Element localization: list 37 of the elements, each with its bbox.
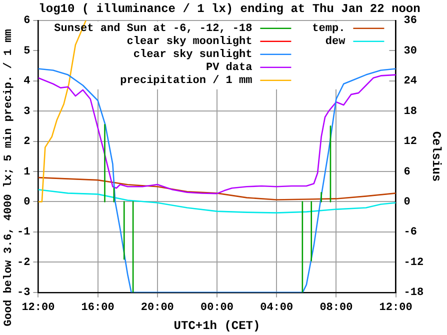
x-axis-title: UTC+1h (CET) — [174, 318, 260, 333]
y-tick-label: 3 — [24, 106, 31, 118]
legend-label: clear sky sunlight — [133, 49, 252, 62]
legend-label: clear sky moonlight — [126, 36, 252, 48]
y-tick-label: 1 — [24, 166, 31, 178]
y2-axis-title: Celsius — [428, 131, 443, 182]
y-tick-label: -2 — [17, 256, 30, 269]
y-tick-label: 5 — [24, 45, 31, 58]
legend-label: temp. — [312, 23, 346, 36]
y-axis-title: Good below 3.6, 4000 lx; 5 min precip. / 1 mm — [2, 28, 15, 326]
y-tick-label: 4 — [24, 76, 31, 88]
y2-tick-label: 30 — [404, 45, 417, 58]
y-tick-label: -3 — [17, 287, 31, 300]
legend-label: dew — [325, 36, 346, 48]
x-tick-label: 00:00 — [200, 302, 234, 314]
x-tick-label: 08:00 — [320, 302, 353, 314]
legend-label: PV data — [206, 62, 253, 74]
x-tick-label: 12:00 — [379, 302, 412, 314]
y2-tick-label: 18 — [404, 106, 418, 118]
y2-tick-label: -6 — [404, 226, 417, 239]
y2-tick-label: -18 — [404, 287, 424, 300]
legend-label: precipitation / 1 mm — [120, 75, 253, 88]
y2-tick-label: 24 — [404, 76, 418, 88]
y2-tick-label: -12 — [404, 256, 424, 269]
y2-tick-label: 0 — [404, 196, 410, 208]
x-tick-label: 04:00 — [260, 302, 294, 314]
y-tick-label: 2 — [24, 136, 30, 148]
y-tick-label: 0 — [24, 196, 30, 208]
y2-tick-label: 6 — [404, 166, 410, 178]
y2-tick-label: 36 — [404, 15, 417, 28]
y2-tick-label: 12 — [404, 136, 417, 148]
x-tick-label: 12:00 — [22, 302, 55, 314]
x-tick-label: 16:00 — [81, 302, 114, 314]
y-tick-label: 6 — [24, 15, 30, 28]
chart-title: log10 ( illuminance / 1 lx) ending at Thu Jan 22 noon — [38, 2, 420, 16]
y-tick-label: -1 — [17, 226, 31, 239]
x-tick-label: 20:00 — [140, 302, 174, 314]
